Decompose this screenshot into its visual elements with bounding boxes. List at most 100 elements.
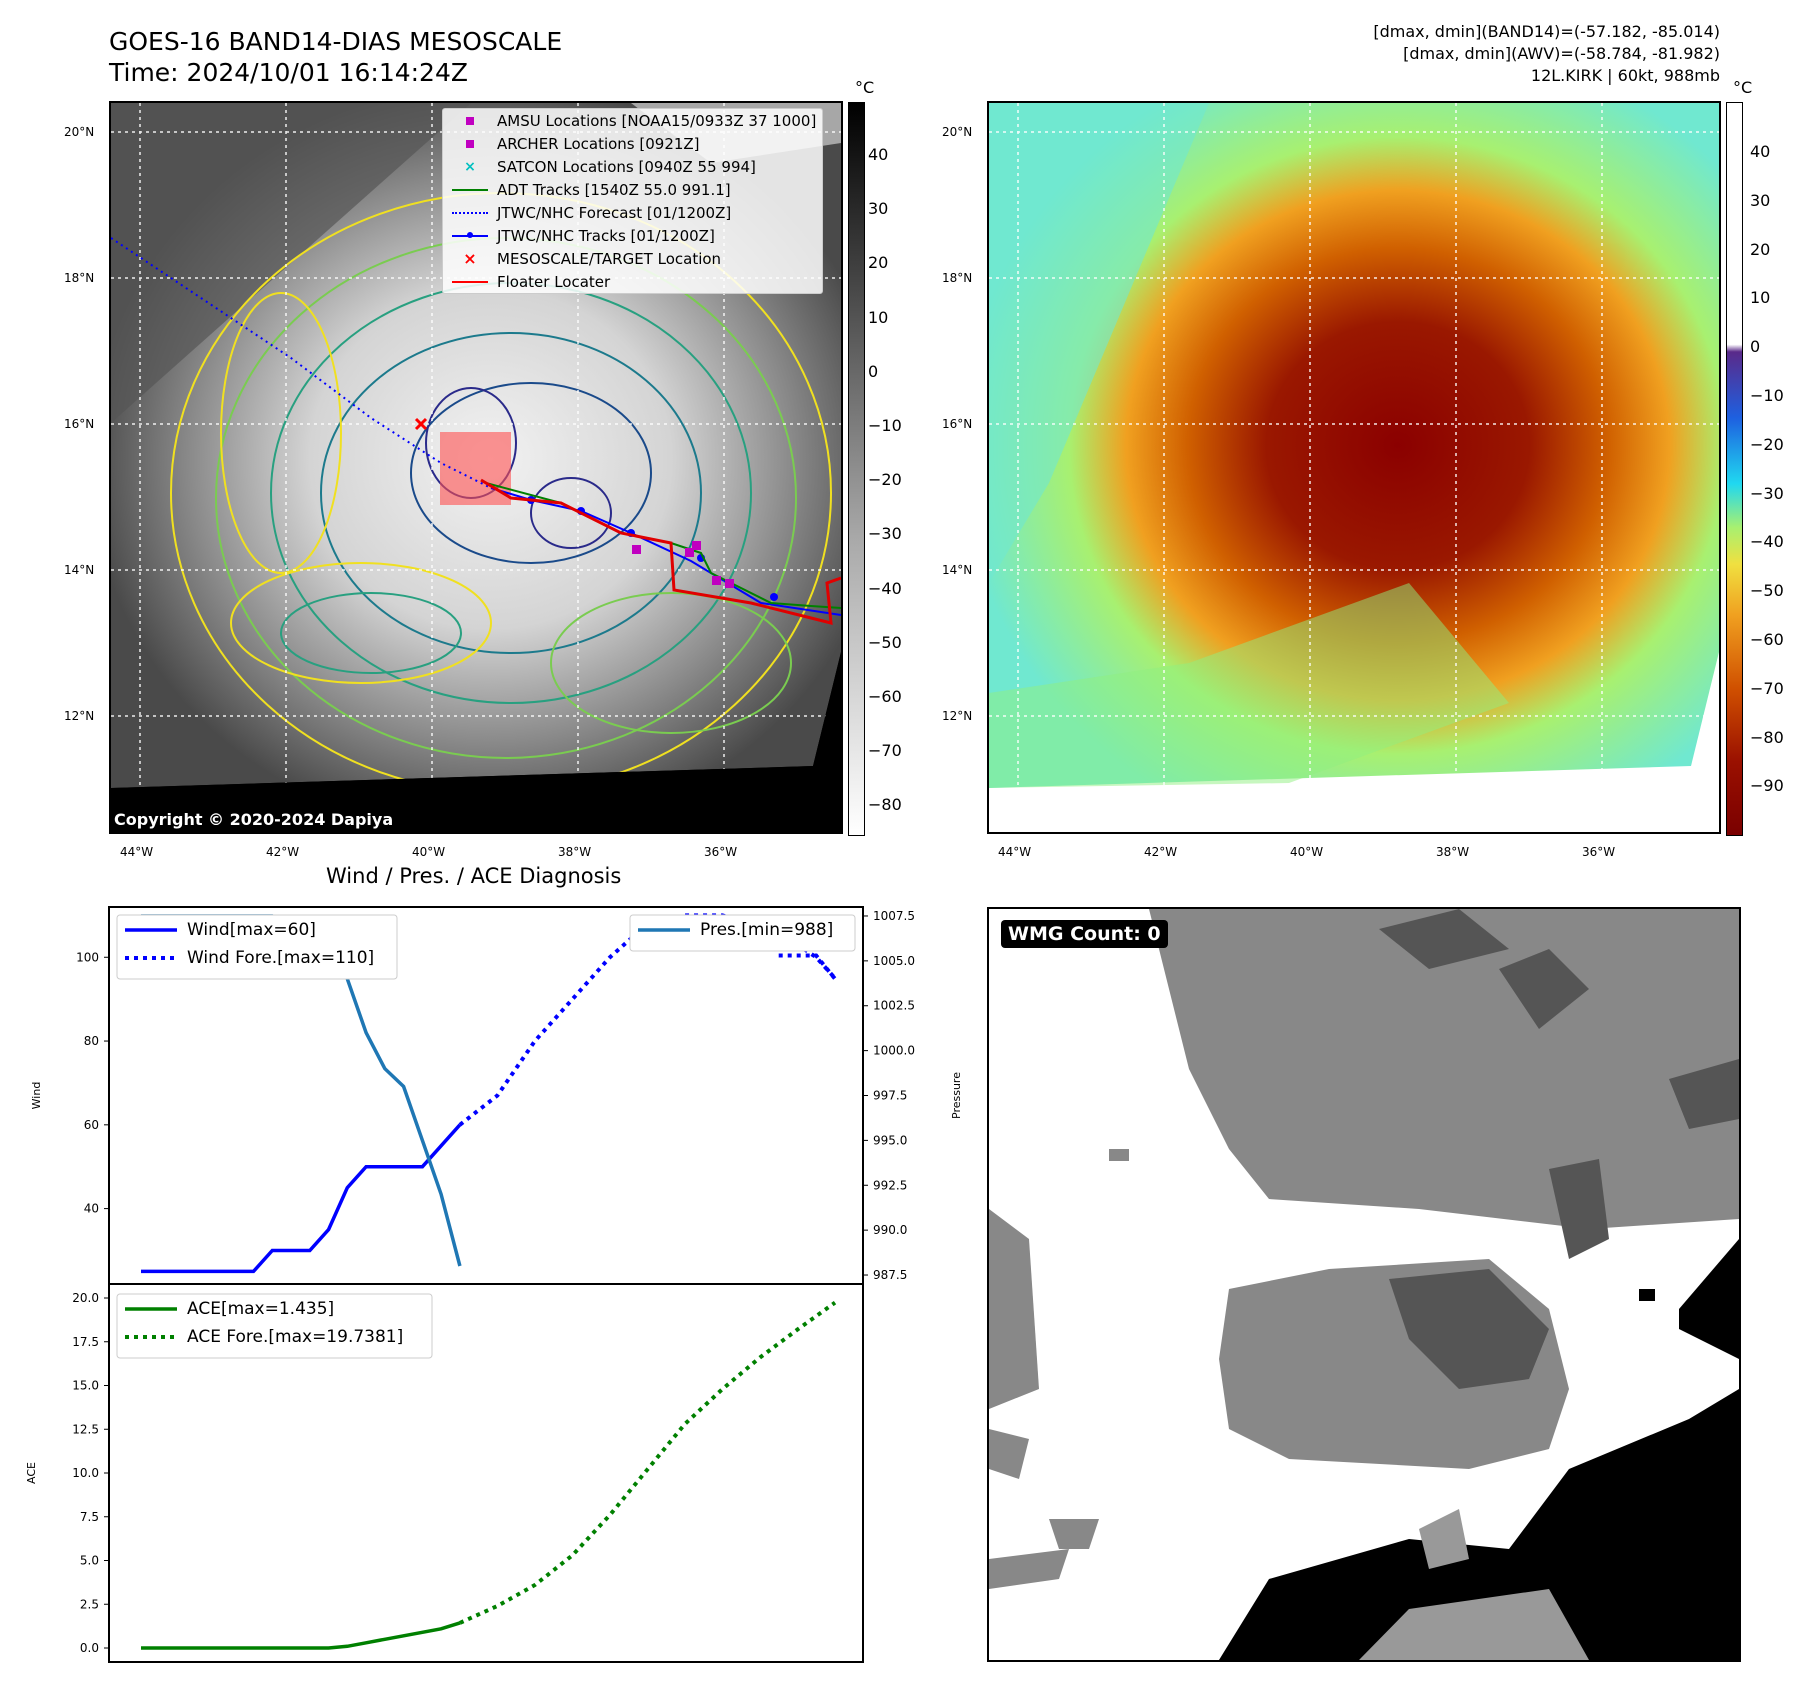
pressure-ytick-label: 992.5: [873, 1178, 907, 1192]
colorbar-tick-label: 0: [1750, 337, 1761, 357]
colorbar-tick-label: −10: [868, 416, 902, 435]
legend-satcon-label: SATCON Locations [0940Z 55 994]: [497, 157, 756, 176]
colorbar-unit: °C: [855, 78, 875, 97]
lat-label: 16°N: [942, 417, 973, 431]
ace-axis-label: ACE: [25, 1462, 38, 1484]
lat-label: 20°N: [942, 125, 973, 139]
colorbar-tick-label: 0: [868, 361, 879, 381]
colorbar-tick-label: −30: [868, 524, 902, 544]
ace-ytick-label: 7.5: [80, 1510, 99, 1524]
lat-label: 12°N: [64, 709, 95, 723]
awv-map-image: [989, 103, 1719, 832]
wmg-count-badge: WMG Count: 0: [1001, 920, 1168, 948]
colorbar-tick-label: 10: [868, 307, 889, 327]
colorbar-tick-label: 30: [1750, 190, 1771, 210]
series-line-ace-fore-max-: [459, 1300, 837, 1625]
colorbar-tick-label: −20: [1750, 434, 1784, 454]
awv-map-panel[interactable]: [987, 101, 1721, 834]
wind-ytick-label: 40: [84, 1202, 99, 1216]
legend-target: × MESOSCALE/TARGET Location: [443, 247, 822, 270]
ace-legend-label: ACE[max=1.435]: [187, 1299, 334, 1319]
legend-adt: ADT Tracks [1540Z 55.0 991.1]: [443, 178, 822, 201]
colorbar-unit: °C: [1733, 78, 1753, 97]
legend-tracks: JTWC/NHC Tracks [01/1200Z]: [443, 224, 822, 247]
series-line-wind-fore-max-: [458, 913, 837, 1127]
lat-label: 16°N: [64, 417, 95, 431]
ir-colorbar: [848, 102, 865, 836]
pressure-ytick-label: 1000.0: [873, 1044, 915, 1058]
dotted-line-icon: [449, 211, 491, 214]
info-awv: [dmax, dmin](AWV)=(-58.784, -81.982): [1403, 44, 1720, 63]
ir-map-legend: AMSU Locations [NOAA15/0933Z 37 1000] AR…: [442, 108, 824, 294]
ace-ytick-label: 15.0: [72, 1379, 99, 1393]
legend-amsu-label: AMSU Locations [NOAA15/0933Z 37 1000]: [497, 111, 817, 130]
pressure-ytick-label: 987.5: [873, 1268, 907, 1282]
colorbar-tick-label: 10: [1750, 288, 1771, 308]
figure-title: GOES-16 BAND14-DIAS MESOSCALE: [109, 27, 563, 56]
wind-legend-label: Wind[max=60]: [187, 920, 316, 940]
lon-label: 38°W: [1436, 845, 1470, 859]
colorbar-tick-label: −40: [1750, 532, 1784, 552]
wmg-image: [989, 909, 1739, 1660]
pressure-ytick-label: 995.0: [873, 1133, 907, 1147]
lat-label: 20°N: [64, 125, 95, 139]
line-dot-icon: [449, 231, 491, 238]
lon-label: 36°W: [704, 845, 738, 859]
ace-ytick-label: 17.5: [72, 1335, 99, 1349]
colorbar-tick-label: 40: [1750, 142, 1771, 161]
ir-map-panel[interactable]: AMSU Locations [NOAA15/0933Z 37 1000] AR…: [109, 101, 843, 834]
ace-ytick-label: 5.0: [80, 1554, 99, 1568]
wind-axis-label: Wind: [30, 1082, 43, 1110]
legend-archer: ARCHER Locations [0921Z]: [443, 132, 822, 155]
lat-label: 18°N: [64, 271, 95, 285]
figure-time: Time: 2024/10/01 16:14:24Z: [109, 58, 468, 87]
colorbar-tick-label: −10: [1750, 386, 1784, 405]
lat-label: 14°N: [942, 563, 973, 577]
lon-label: 38°W: [558, 845, 592, 859]
legend-floater: Floater Locater: [443, 270, 822, 293]
colorbar-tick-label: −30: [1750, 483, 1784, 503]
colorbar-tick-label: −90: [1750, 776, 1784, 796]
colorbar-tick-label: 20: [1750, 239, 1771, 259]
line-icon: [449, 280, 491, 283]
ace-ytick-label: 20.0: [72, 1291, 99, 1305]
legend-archer-label: ARCHER Locations [0921Z]: [497, 134, 700, 153]
colorbar-tick-label: −80: [1750, 727, 1784, 747]
colorbar-tick-label: −60: [868, 687, 902, 706]
series-line-pres-forecast-tail-: [778, 953, 837, 981]
colorbar-tick-label: −50: [1750, 581, 1784, 601]
colorbar-tick-label: −40: [868, 578, 902, 598]
legend-adt-label: ADT Tracks [1540Z 55.0 991.1]: [497, 180, 731, 199]
lon-label: 40°W: [412, 845, 446, 859]
legend-target-label: MESOSCALE/TARGET Location: [497, 249, 722, 268]
ace-ytick-label: 12.5: [72, 1422, 99, 1436]
info-band14: [dmax, dmin](BAND14)=(-57.182, -85.014): [1373, 22, 1720, 41]
square-icon: [449, 116, 491, 125]
colorbar-tick-label: 40: [868, 145, 889, 164]
pressure-axis-label: Pressure: [950, 1072, 963, 1119]
wind-ytick-label: 100: [76, 950, 99, 964]
colorbar-tick-label: −70: [1750, 678, 1784, 698]
lon-label: 44°W: [998, 845, 1032, 859]
ace-ytick-label: 0.0: [80, 1641, 99, 1655]
square-icon: [449, 139, 491, 148]
x-icon: ×: [464, 158, 476, 175]
ace-ytick-label: 2.5: [80, 1597, 99, 1611]
ace-legend-box: [116, 1293, 433, 1359]
x-icon: ×: [463, 249, 477, 268]
colorbar-tick-label: 20: [868, 253, 889, 273]
series-line-wind-max-: [141, 1123, 462, 1274]
wmg-panel[interactable]: WMG Count: 0: [987, 907, 1741, 1662]
line-icon: [449, 188, 491, 191]
lon-label: 42°W: [266, 845, 300, 859]
wind-legend-box: [116, 914, 398, 980]
colorbar-tick-label: 30: [868, 199, 889, 219]
legend-forecast-label: JTWC/NHC Forecast [01/1200Z]: [497, 203, 732, 222]
legend-forecast: JTWC/NHC Forecast [01/1200Z]: [443, 201, 822, 224]
colorbar-tick-label: −50: [868, 632, 902, 652]
legend-satcon: × SATCON Locations [0940Z 55 994]: [443, 155, 822, 178]
colorbar-tick-label: −80: [868, 795, 902, 815]
series-line-ace-max-: [141, 1621, 461, 1650]
lat-label: 18°N: [942, 271, 973, 285]
pressure-ytick-label: 1005.0: [873, 954, 915, 968]
